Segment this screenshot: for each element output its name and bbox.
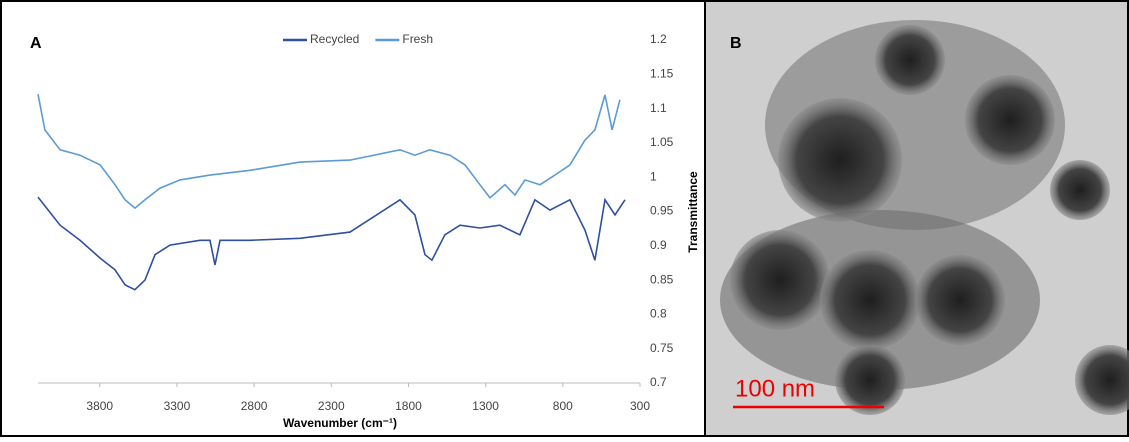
series-line [37,94,621,210]
tem-image: B 100 nm [706,2,1129,435]
series-line [37,196,626,291]
y-tick-label: 0.95 [650,204,674,218]
x-tick-label: 300 [630,399,650,413]
particle [835,345,905,415]
particle [875,25,945,95]
panel-label: A [30,35,42,52]
y-tick-label: 1.15 [650,66,674,80]
y-tick-label: 0.7 [650,375,667,389]
x-tick-label: 3300 [164,399,191,413]
particle [1075,345,1129,415]
y-tick-label: 1.2 [650,32,667,46]
x-tick-label: 1300 [472,399,499,413]
y-tick-label: 0.85 [650,272,674,286]
y-tick-label: 0.8 [650,307,667,321]
particle [915,255,1005,345]
particle [778,98,902,222]
legend-label: Recycled [310,32,359,46]
plot-panel: A Wavenumber (cm⁻¹) Transmittance 3800 33… [30,32,700,430]
y-axis-label: Transmittance [686,171,700,253]
x-axis-label: Wavenumber (cm⁻¹) [283,416,397,430]
x-tick-label: 800 [553,399,573,413]
particle [965,75,1055,165]
panel-label: B [730,35,742,52]
y-tick-label: 1 [650,169,657,183]
y-tick-label: 0.75 [650,341,674,355]
x-tick-label: 2800 [241,399,268,413]
x-tick-label: 1800 [395,399,422,413]
y-tick-label: 0.9 [650,238,667,252]
particle [820,250,920,350]
x-tick-label: 2300 [318,399,345,413]
legend-label: Fresh [402,32,433,46]
y-tick-label: 1.1 [650,101,667,115]
y-tick-label: 1.05 [650,135,674,149]
particle [1050,160,1110,220]
x-tick-label: 3800 [86,399,113,413]
particle [730,230,830,330]
scale-bar-label: 100 nm [735,375,815,402]
